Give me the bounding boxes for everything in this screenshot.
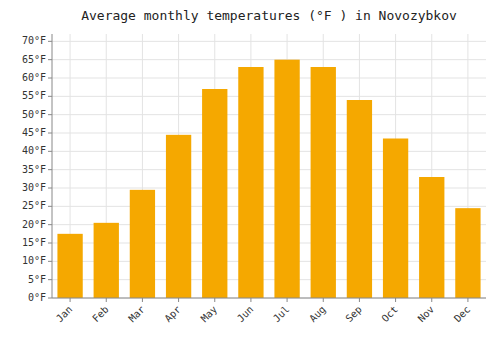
bar (166, 135, 191, 298)
x-tick (250, 298, 251, 302)
x-tick (467, 298, 468, 302)
x-tick-label: Dec (452, 304, 473, 325)
x-tick-label: May (199, 304, 220, 325)
y-tick-label: 35°F (22, 164, 46, 175)
y-tick (48, 298, 52, 299)
y-tick-label: 55°F (22, 90, 46, 101)
x-tick-label: Jan (54, 304, 75, 325)
x-tick (431, 298, 432, 302)
bar (347, 100, 372, 298)
x-tick (395, 298, 396, 302)
bars (57, 60, 480, 298)
x-tick-label: Apr (162, 304, 183, 325)
y-tick (48, 41, 52, 42)
y-tick (48, 243, 52, 244)
x-tick (287, 298, 288, 302)
y-grid-line (52, 298, 486, 299)
x-tick-label: Oct (379, 304, 400, 325)
y-tick-label: 30°F (22, 182, 46, 193)
bar (383, 139, 408, 299)
y-tick-label: 25°F (22, 200, 46, 211)
x-tick (214, 298, 215, 302)
y-tick (48, 169, 52, 170)
x-tick (323, 298, 324, 302)
x-tick (142, 298, 143, 302)
y-tick (48, 261, 52, 262)
y-tick-label: 65°F (22, 54, 46, 65)
x-tick (178, 298, 179, 302)
title: Average monthly temperatures (°F ) in No… (81, 8, 457, 23)
x-tick (359, 298, 360, 302)
x-tick (106, 298, 107, 302)
grid (52, 34, 486, 298)
y-tick (48, 96, 52, 97)
x-tick (70, 298, 71, 302)
y-tick-label: 45°F (22, 127, 46, 138)
y-tick (48, 114, 52, 115)
x-tick-label: Feb (90, 304, 111, 325)
y-axis-line (52, 34, 53, 298)
y-tick (48, 151, 52, 152)
x-tick-label: Jun (235, 304, 256, 325)
y-tick-label: 70°F (22, 35, 46, 46)
y-tick-label: 20°F (22, 219, 46, 230)
y-grid-line (52, 96, 486, 97)
chart-container: 0°F 5°F 10°F 15°F 20°F 25°F 30°F 35°F 40°F 45°F 50… (0, 0, 500, 350)
y-tick (48, 224, 52, 225)
y-grid-line (52, 133, 486, 134)
y-grid-line (52, 41, 486, 42)
bar (455, 208, 480, 298)
y-tick-label: 0°F (28, 292, 46, 303)
y-tick-label: 10°F (22, 255, 46, 266)
y-grid-line (52, 114, 486, 115)
x-tick-label: Aug (307, 304, 328, 325)
y-tick-label: 60°F (22, 72, 46, 83)
y-grid-line (52, 151, 486, 152)
x-tick-label: Jul (271, 304, 292, 325)
bar (238, 67, 263, 298)
y-tick-label: 40°F (22, 145, 46, 156)
bar (57, 234, 82, 298)
x-axis-line (52, 298, 486, 299)
y-tick (48, 206, 52, 207)
y-grid-line (52, 59, 486, 60)
bar (202, 89, 227, 298)
y-tick-label: 50°F (22, 109, 46, 120)
y-grid-line (52, 169, 486, 170)
bar (94, 223, 119, 298)
chart: 0°F 5°F 10°F 15°F 20°F 25°F 30°F 35°F 40°F 45°F 50… (0, 0, 500, 350)
bar (311, 67, 336, 298)
y-tick (48, 188, 52, 189)
x-tick-label: Mar (126, 304, 147, 325)
y-tick-label: 15°F (22, 237, 46, 248)
y-tick (48, 78, 52, 79)
y-tick (48, 59, 52, 60)
y-tick (48, 279, 52, 280)
bar (419, 177, 444, 298)
x-tick-label: Sep (343, 304, 364, 325)
bar (130, 190, 155, 298)
x-tick-label: Nov (416, 304, 437, 325)
bar (274, 60, 299, 298)
axes: 0°F 5°F 10°F 15°F 20°F 25°F 30°F 35°F 40°F 45°F 50… (22, 34, 486, 324)
y-tick-label: 5°F (28, 274, 46, 285)
y-tick (48, 133, 52, 134)
y-grid-line (52, 78, 486, 79)
